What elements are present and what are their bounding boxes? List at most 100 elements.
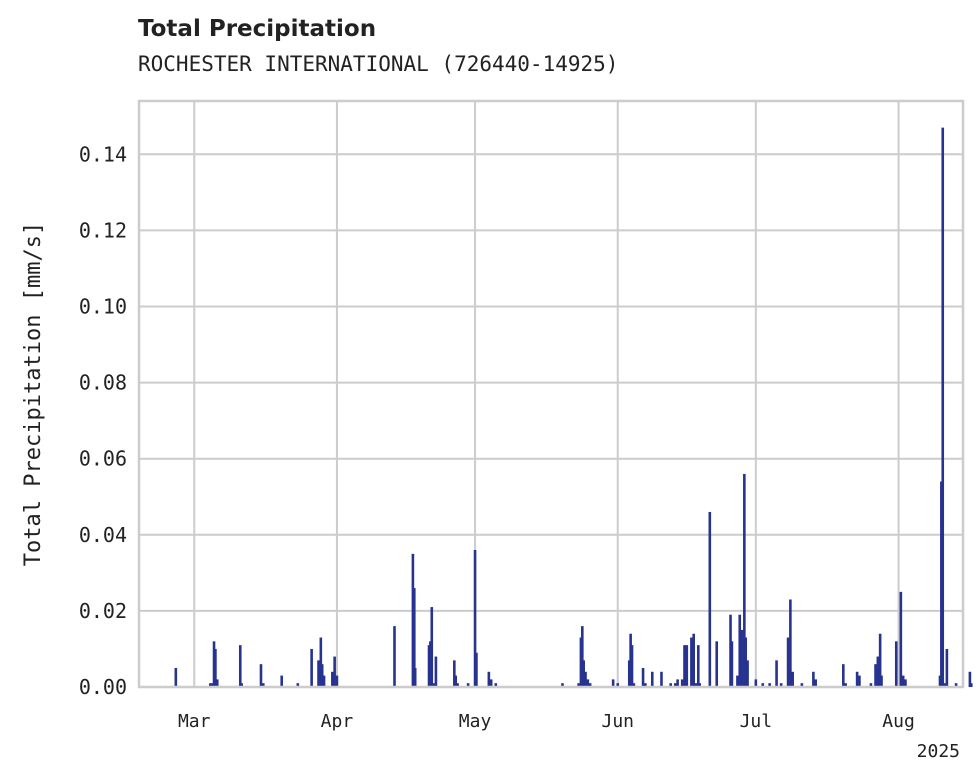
precip-bar <box>941 127 945 688</box>
y-tick-label: 0.14 <box>79 142 127 166</box>
precip-bar <box>869 683 873 687</box>
precip-bar <box>453 660 456 687</box>
precip-bar <box>660 671 663 687</box>
precip-bar <box>775 660 778 687</box>
precip-bar <box>945 648 949 687</box>
precip-bar <box>335 675 339 687</box>
precip-bar <box>812 671 815 687</box>
precip-bar <box>432 683 435 687</box>
precip-bar <box>320 664 324 687</box>
grid-layer <box>139 101 963 688</box>
y-tick-label: 0.04 <box>79 523 127 547</box>
precip-bar <box>791 671 794 687</box>
precip-bar <box>413 667 417 687</box>
precip-bar <box>489 679 493 687</box>
precip-bar <box>632 683 636 687</box>
precip-bar <box>209 683 212 687</box>
precip-bar <box>789 599 792 687</box>
precip-bar <box>874 664 877 687</box>
precip-bar <box>582 660 585 687</box>
precip-bar <box>454 675 458 687</box>
precip-bar <box>310 648 313 687</box>
precip-bar <box>577 683 580 687</box>
precip-bar <box>842 664 845 687</box>
y-tick-label: 0.12 <box>79 218 127 242</box>
precip-bar <box>429 641 432 687</box>
precip-bar <box>261 683 265 687</box>
precip-bar <box>393 626 396 687</box>
y-tick-label: 0.06 <box>79 447 127 471</box>
precip-bar <box>743 473 746 687</box>
x-tick-label: Mar <box>178 711 211 732</box>
precip-bar <box>715 641 719 687</box>
precip-bar <box>708 511 712 687</box>
precip-bar <box>880 675 883 687</box>
precip-bar <box>746 660 749 687</box>
precip-bar <box>669 683 672 687</box>
precip-bar <box>475 652 478 687</box>
precip-bar <box>694 683 698 687</box>
precip-bar <box>238 645 242 687</box>
precip-bar <box>676 679 679 687</box>
precip-bar <box>878 633 882 687</box>
precip-bar <box>940 481 943 687</box>
precip-bar <box>968 671 972 687</box>
precip-bar <box>901 675 905 687</box>
precip-bar <box>692 633 696 687</box>
precip-bar <box>412 588 416 687</box>
x-tick-label: Jul <box>740 711 773 732</box>
precip-bar <box>800 683 804 687</box>
precip-bar <box>680 679 684 687</box>
precip-bar <box>779 683 783 687</box>
plot-frame <box>137 99 965 689</box>
precip-bar <box>740 629 744 687</box>
precip-bar <box>730 641 734 687</box>
precip-bar <box>627 660 631 687</box>
precip-bar <box>630 645 634 687</box>
precip-bar <box>434 656 438 687</box>
precip-bar <box>904 679 907 687</box>
y-tick-label: 0.08 <box>79 371 127 395</box>
precip-bar <box>650 671 654 687</box>
precip-bar <box>894 641 898 687</box>
precip-bar <box>430 607 434 687</box>
precip-bar <box>174 667 178 687</box>
precip-bar <box>697 645 700 687</box>
precip-bar <box>858 675 861 687</box>
precip-bar <box>456 683 459 687</box>
precip-bar <box>673 683 677 687</box>
precip-bar <box>322 675 326 687</box>
precip-bar <box>969 683 973 687</box>
x-tick-label: Aug <box>882 711 915 732</box>
precip-bar <box>333 656 336 687</box>
bars-layer <box>174 127 973 688</box>
precip-bar <box>754 679 758 687</box>
precip-bar <box>211 683 214 687</box>
precip-bar <box>473 550 477 687</box>
precip-bar <box>641 667 645 687</box>
precip-bar <box>215 679 219 687</box>
precip-bar <box>738 614 742 687</box>
y-tick-label: 0.10 <box>79 294 127 318</box>
precip-bar <box>561 683 564 687</box>
precip-bar <box>611 679 615 687</box>
precip-bar <box>331 671 334 687</box>
precip-bar <box>943 683 946 687</box>
precip-bar <box>296 683 300 687</box>
x-axis-year-label: 2025 <box>917 741 960 762</box>
precip-bar <box>280 675 284 687</box>
precip-bar <box>427 645 431 687</box>
precip-bar <box>629 633 632 687</box>
precip-bar <box>729 614 732 687</box>
x-tick-label: Apr <box>321 711 354 732</box>
precip-bar <box>586 679 590 687</box>
precip-bar <box>786 637 790 687</box>
x-tick-label: Jun <box>601 711 634 732</box>
ticks-layer: 0.00 0.02 0.04 0.06 0.08 0.10 0.12 0.14 Mar Apr Ma… <box>79 142 915 732</box>
precip-bar <box>876 656 880 687</box>
x-tick-label: May <box>459 711 492 732</box>
precip-bar <box>240 683 243 687</box>
chart-title: Total Precipitation <box>138 16 377 42</box>
y-tick-label: 0.02 <box>79 599 127 623</box>
